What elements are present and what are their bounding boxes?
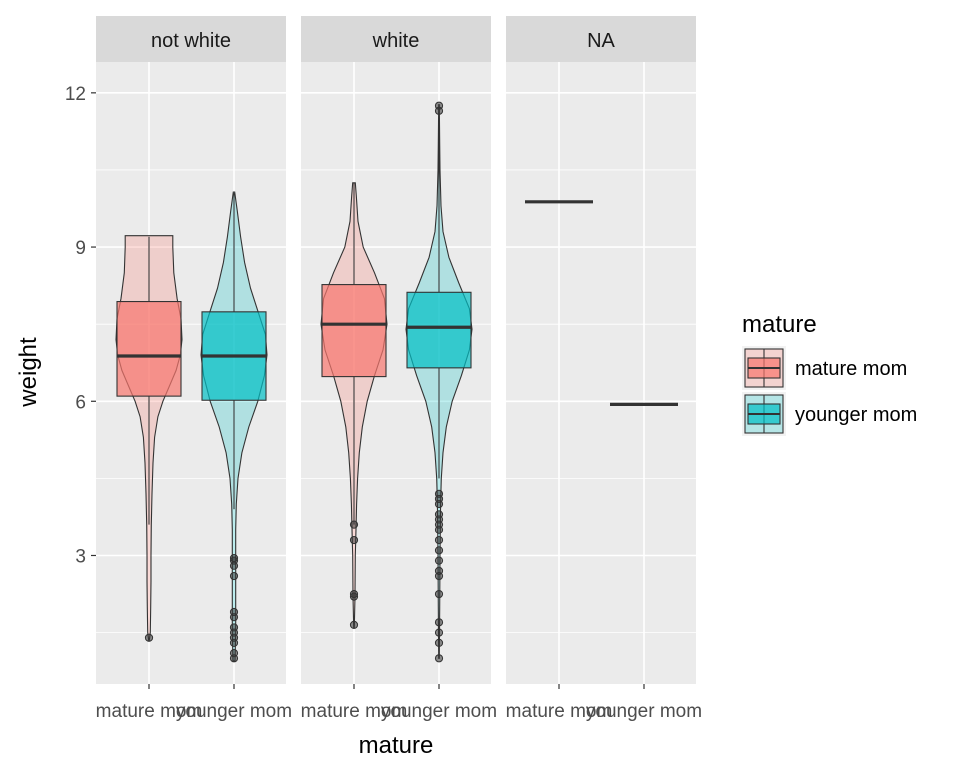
facet-strip — [506, 16, 696, 62]
legend-title: mature — [742, 311, 817, 338]
x-axis-title: mature — [359, 732, 434, 759]
box — [116, 300, 182, 397]
outlier-point — [349, 520, 359, 529]
outlier-point — [229, 654, 239, 663]
outlier-point — [349, 535, 359, 545]
outlier-point — [349, 589, 359, 599]
outlier-point — [434, 589, 444, 599]
outlier-point — [434, 101, 444, 110]
y-tick-label: 12 — [65, 84, 86, 105]
facet-strip-label: NA — [587, 30, 615, 52]
x-tick-label: mature mom — [506, 701, 613, 722]
group-not-white-mature-mom — [115, 235, 183, 642]
box — [321, 284, 387, 378]
box — [406, 291, 472, 369]
legend-item: mature mom — [742, 346, 907, 390]
x-tick-label: younger mom — [381, 701, 497, 722]
x-tick-label: mature mom — [96, 701, 203, 722]
outlier-point — [434, 628, 444, 637]
panel-background — [506, 62, 696, 684]
outlier-point — [434, 618, 444, 627]
outlier-point — [229, 553, 239, 563]
y-axis-title: weight — [15, 337, 42, 408]
legend: mature mature mom younger mom — [742, 311, 917, 436]
outlier-point — [434, 654, 444, 663]
group-white-younger-mom — [405, 101, 473, 663]
facet-strip — [301, 16, 491, 62]
legend-label: mature mom — [795, 358, 907, 380]
outlier-point — [434, 556, 444, 565]
outlier-point — [144, 633, 154, 642]
y-tick-label: 6 — [75, 392, 86, 413]
outlier-point — [434, 638, 444, 647]
outlier-point — [434, 525, 444, 534]
outlier-point — [434, 535, 444, 545]
outlier-point — [349, 620, 359, 629]
outlier-point — [434, 546, 444, 555]
outlier-point — [229, 571, 239, 581]
y-tick-label: 3 — [75, 546, 86, 567]
legend-item: younger mom — [742, 392, 917, 436]
y-tick-label: 9 — [75, 238, 86, 259]
group-not-white-younger-mom — [200, 191, 268, 663]
facet-strip — [96, 16, 286, 62]
outlier-point — [229, 613, 239, 622]
facet-strip-label: white — [372, 30, 420, 52]
x-tick-label: mature mom — [301, 701, 408, 722]
group-white-mature-mom — [320, 182, 388, 629]
x-tick-label: younger mom — [586, 701, 702, 722]
facet-panel-na: NA — [506, 16, 696, 684]
outlier-point — [434, 499, 444, 509]
legend-label: younger mom — [795, 404, 917, 426]
x-tick-label: younger mom — [176, 701, 292, 722]
outlier-point — [229, 638, 239, 647]
outlier-point — [229, 561, 239, 570]
outlier-point — [434, 571, 444, 581]
panels-layer: not white white NA — [96, 16, 696, 684]
y-axis: 3 6 9 12 — [65, 84, 96, 567]
facet-strip-label: not white — [151, 30, 231, 52]
